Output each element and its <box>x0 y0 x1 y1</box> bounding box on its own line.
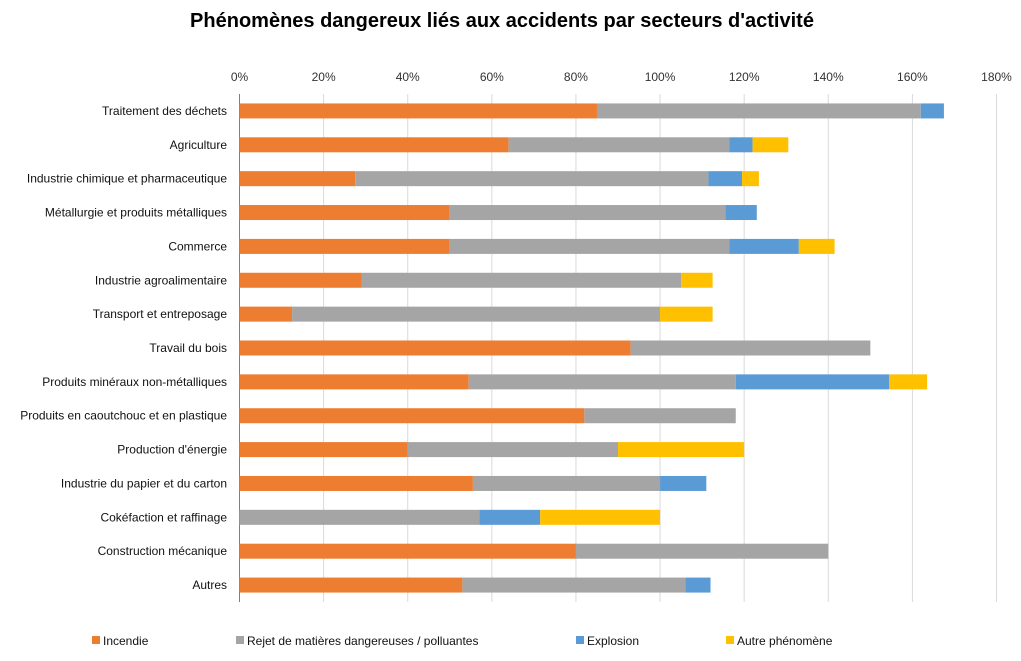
bar-segment <box>889 374 928 390</box>
bar-segment <box>630 340 871 356</box>
bar-segment <box>239 171 356 187</box>
bar-segment <box>239 238 450 254</box>
bar-segment <box>729 238 799 254</box>
bar-segment <box>361 272 682 288</box>
x-tick-label: 40% <box>396 70 420 84</box>
x-tick-label: 80% <box>564 70 588 84</box>
bar-segment <box>239 306 293 322</box>
x-axis-tick-labels: 0% 20% 40% 60% 80% 100% 120% 140% 160% 180% <box>231 70 1012 84</box>
category-label: Autres <box>192 578 227 592</box>
bar-segment <box>468 374 736 390</box>
category-label: Industrie chimique et pharmaceutique <box>27 172 227 186</box>
category-label: Traitement des déchets <box>102 104 227 118</box>
bar-segment <box>618 442 745 458</box>
bar-segment <box>660 475 707 491</box>
bar-segment <box>685 577 711 593</box>
bar-segment <box>407 442 618 458</box>
x-tick-label: 100% <box>645 70 676 84</box>
bar-segment <box>479 509 541 525</box>
x-tick-label: 20% <box>312 70 336 84</box>
bar-segment <box>449 238 730 254</box>
bar-segment <box>596 103 921 119</box>
legend-swatch <box>92 636 100 644</box>
bars <box>239 103 944 593</box>
bar-segment <box>708 171 743 187</box>
category-labels: Traitement des déchets Agriculture Industr… <box>20 104 227 592</box>
category-label: Construction mécanique <box>98 544 228 558</box>
bar-segment <box>462 577 686 593</box>
legend-label: Autre phénomène <box>737 634 833 648</box>
category-label: Industrie du papier et du carton <box>61 476 227 490</box>
legend-swatch <box>236 636 244 644</box>
bar-segment <box>239 374 469 390</box>
bar-segment <box>449 205 726 221</box>
bar-segment <box>742 171 759 187</box>
bar-segment <box>725 205 757 221</box>
bar-segment <box>752 137 789 153</box>
bar-segment <box>239 272 362 288</box>
chart-title: Phénomènes dangereux liés aux accidents … <box>190 10 814 32</box>
bar-segment <box>735 374 890 390</box>
bar-segment <box>239 408 585 424</box>
category-label: Industrie agroalimentaire <box>95 273 227 287</box>
bar-segment <box>239 103 597 119</box>
bar-segment <box>920 103 944 119</box>
x-tick-label: 140% <box>813 70 844 84</box>
category-label: Cokéfaction et raffinage <box>100 510 227 524</box>
bar-segment <box>239 137 509 153</box>
bar-segment <box>239 442 408 458</box>
category-label: Métallurgie et produits métalliques <box>45 206 227 220</box>
bar-segment <box>355 171 709 187</box>
legend-label: Explosion <box>587 634 639 648</box>
legend-swatch <box>576 636 584 644</box>
bar-segment <box>239 205 450 221</box>
x-tick-label: 0% <box>231 70 249 84</box>
x-tick-label: 60% <box>480 70 504 84</box>
category-label: Production d'énergie <box>117 443 227 457</box>
bar-segment <box>508 137 730 153</box>
legend: Incendie Rejet de matières dangereuses / … <box>92 634 833 648</box>
category-label: Produits en caoutchouc et en plastique <box>20 409 227 423</box>
legend-label: Rejet de matières dangereuses / polluant… <box>247 634 478 648</box>
bar-segment <box>540 509 661 525</box>
bar-segment <box>239 509 480 525</box>
bar-segment <box>472 475 661 491</box>
legend-label: Incendie <box>103 634 149 648</box>
bar-segment <box>660 306 713 322</box>
bar-segment <box>239 475 473 491</box>
category-label: Produits minéraux non-métalliques <box>42 375 227 389</box>
bar-segment <box>239 577 463 593</box>
bar-segment <box>292 306 661 322</box>
legend-swatch <box>726 636 734 644</box>
bar-segment <box>575 543 829 559</box>
x-tick-label: 120% <box>729 70 760 84</box>
bar-segment <box>681 272 713 288</box>
x-tick-label: 180% <box>981 70 1012 84</box>
bar-segment <box>239 340 631 356</box>
bar-segment <box>729 137 753 153</box>
x-tick-label: 160% <box>897 70 928 84</box>
category-label: Agriculture <box>170 138 228 152</box>
category-label: Transport et entreposage <box>93 307 228 321</box>
bar-segment <box>798 238 835 254</box>
bar-segment <box>584 408 736 424</box>
bar-segment <box>239 543 576 559</box>
category-label: Travail du bois <box>149 341 227 355</box>
category-label: Commerce <box>168 239 227 253</box>
